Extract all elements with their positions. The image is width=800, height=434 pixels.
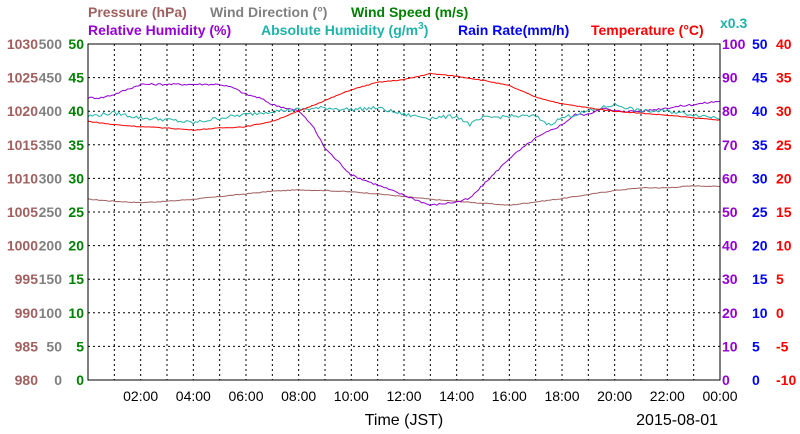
x-tick-label: 02:00 (123, 388, 158, 404)
x-tick-label: 10:00 (334, 388, 369, 404)
y-tick-pressure: 1005 (7, 204, 38, 220)
y-tick-wind-speed: 15 (68, 271, 84, 287)
y-tick-wind-speed: 5 (76, 338, 84, 354)
series-line-pressure-0 (87, 185, 721, 206)
y-tick-rain-rate: 45 (752, 70, 768, 86)
date-label: 2015-08-01 (636, 412, 718, 429)
y-tick-wind-direction: 0 (54, 372, 62, 388)
y-tick-relative-humidity: 0 (722, 372, 730, 388)
y-tick-wind-direction: 150 (39, 271, 63, 287)
x-tick-label: 14:00 (439, 388, 474, 404)
x-tick-label: 18:00 (544, 388, 579, 404)
x-tick-label: 12:00 (386, 388, 421, 404)
y-tick-temperature: 25 (776, 137, 792, 153)
y-tick-pressure: 985 (15, 338, 39, 354)
y-tick-relative-humidity: 60 (722, 170, 738, 186)
y-tick-relative-humidity: 40 (722, 238, 738, 254)
x-tick-label: 08:00 (281, 388, 316, 404)
y-tick-wind-speed: 25 (68, 204, 84, 220)
y-tick-wind-speed: 20 (68, 238, 84, 254)
y-tick-wind-direction: 300 (39, 170, 63, 186)
legend-pressure: Pressure (hPa) (88, 4, 187, 20)
y-tick-wind-speed: 10 (68, 305, 84, 321)
series-line-temperature-3 (87, 72, 721, 131)
y-tick-wind-speed: 35 (68, 137, 84, 153)
y-tick-temperature: 35 (776, 70, 792, 86)
y-tick-rain-rate: 30 (752, 170, 768, 186)
legend-abs-scale-note: x0.3 (720, 15, 747, 31)
y-tick-wind-speed: 40 (68, 103, 84, 119)
legend-wind-direction: Wind Direction (°) (210, 4, 327, 20)
grid (88, 44, 720, 380)
y-tick-temperature: 20 (776, 170, 792, 186)
y-tick-rain-rate: 50 (752, 36, 768, 52)
y-tick-wind-direction: 500 (39, 36, 63, 52)
x-tick-label: 04:00 (176, 388, 211, 404)
y-tick-rain-rate: 25 (752, 204, 768, 220)
y-tick-temperature: 10 (776, 238, 792, 254)
y-tick-rain-rate: 40 (752, 103, 768, 119)
y-tick-wind-direction: 450 (39, 70, 63, 86)
y-tick-wind-direction: 200 (39, 238, 63, 254)
y-tick-wind-speed: 45 (68, 70, 84, 86)
y-tick-relative-humidity: 20 (722, 305, 738, 321)
y-tick-wind-direction: 400 (39, 103, 63, 119)
y-tick-temperature: 40 (776, 36, 792, 52)
y-tick-relative-humidity: 80 (722, 103, 738, 119)
y-tick-rain-rate: 35 (752, 137, 768, 153)
legend-wind-speed: Wind Speed (m/s) (351, 4, 468, 20)
y-tick-wind-speed: 30 (68, 170, 84, 186)
legend-temperature: Temperature (°C) (591, 22, 704, 38)
series-line-relative-humidity-1 (87, 82, 721, 207)
y-tick-pressure: 980 (15, 372, 39, 388)
y-tick-pressure: 995 (15, 271, 39, 287)
y-tick-rain-rate: 15 (752, 271, 768, 287)
y-tick-wind-direction: 100 (39, 305, 63, 321)
y-tick-rain-rate: 10 (752, 305, 768, 321)
x-axis-label: Time (JST) (365, 412, 444, 429)
legend-absolute-humidity: Absolute Humidity (g/m3) (261, 21, 428, 38)
y-tick-temperature: 5 (776, 271, 784, 287)
plot-frame (87, 43, 721, 381)
y-tick-pressure: 1025 (7, 70, 38, 86)
y-tick-pressure: 1010 (7, 170, 38, 186)
x-tick-label: 16:00 (492, 388, 527, 404)
y-tick-pressure: 990 (15, 305, 39, 321)
x-tick-label: 22:00 (650, 388, 685, 404)
y-tick-wind-speed: 0 (76, 372, 84, 388)
y-tick-rain-rate: 20 (752, 238, 768, 254)
y-tick-relative-humidity: 10 (722, 338, 738, 354)
y-tick-relative-humidity: 70 (722, 137, 738, 153)
legend-relative-humidity: Relative Humidity (%) (88, 22, 231, 38)
y-tick-wind-direction: 250 (39, 204, 63, 220)
y-tick-pressure: 1000 (7, 238, 38, 254)
y-tick-wind-direction: 50 (46, 338, 62, 354)
y-tick-relative-humidity: 30 (722, 271, 738, 287)
y-tick-pressure: 1015 (7, 137, 38, 153)
y-tick-relative-humidity: 100 (722, 36, 746, 52)
y-tick-wind-speed: 50 (68, 36, 84, 52)
y-tick-pressure: 1020 (7, 103, 38, 119)
y-tick-rain-rate: 5 (752, 338, 760, 354)
y-tick-wind-direction: 350 (39, 137, 63, 153)
axes: 02:00 04:00 06:00 08:00 10:00 12:00 14:00 16:00… (7, 36, 797, 404)
y-tick-temperature: 15 (776, 204, 792, 220)
x-tick-label: 06:00 (228, 388, 263, 404)
y-tick-temperature: 30 (776, 103, 792, 119)
y-tick-pressure: 1030 (7, 36, 38, 52)
y-tick-temperature: -10 (776, 372, 796, 388)
x-tick-label: 20:00 (597, 388, 632, 404)
y-tick-temperature: -5 (776, 338, 789, 354)
series-line-relative-humidity-2 (87, 102, 721, 128)
y-tick-rain-rate: 0 (752, 372, 760, 388)
legend-rain-rate: Rain Rate(mm/h) (458, 22, 569, 38)
y-tick-temperature: 0 (776, 305, 784, 321)
x-tick-label: 00:00 (702, 388, 737, 404)
y-tick-relative-humidity: 50 (722, 204, 738, 220)
y-tick-relative-humidity: 90 (722, 70, 738, 86)
